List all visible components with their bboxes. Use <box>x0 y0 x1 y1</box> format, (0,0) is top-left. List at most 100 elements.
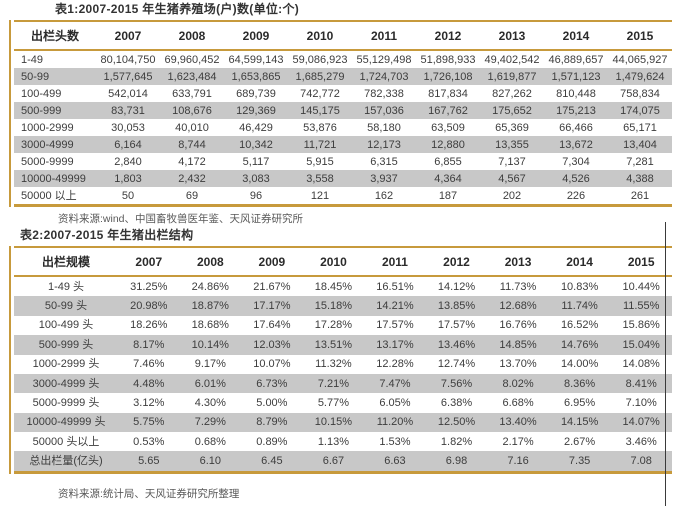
value-cell: 44,065,927 <box>612 53 668 66</box>
value-cell: 7,304 <box>562 155 590 168</box>
value-cell: 1,726,108 <box>416 68 480 85</box>
value-cell: 50 <box>121 189 135 202</box>
year-column-header: 2011 <box>352 21 416 51</box>
value-cell: 5.00% <box>256 396 288 409</box>
value-cell: 6.45 <box>241 451 303 473</box>
value-cell: 6.38% <box>440 396 473 409</box>
value-cell: 742,772 <box>300 87 340 100</box>
table-row: 500-999 83,731 108,676 129,369 145,175 157,03… <box>14 102 672 119</box>
row-label-cell: 500-999 <box>14 102 96 119</box>
row-label-cell: 1000-2999 <box>21 121 74 134</box>
value-cell: 53,876 <box>303 121 337 134</box>
value-cell: 16.52% <box>560 319 599 332</box>
value-cell: 20.98% <box>118 296 180 316</box>
row-label-cell: 50000 以上 <box>21 189 77 202</box>
value-cell: 12,173 <box>352 136 416 153</box>
value-cell: 17.64% <box>253 319 291 332</box>
value-cell: 175,652 <box>480 102 544 119</box>
value-cell: 18.87% <box>179 296 242 316</box>
value-cell: 7.47% <box>364 373 426 394</box>
value-cell: 1,623,484 <box>160 68 224 85</box>
value-cell: 5,915 <box>306 155 334 168</box>
value-cell: 0.53% <box>133 435 165 448</box>
value-cell: 14.21% <box>364 296 426 316</box>
value-cell: 7.46% <box>133 358 165 371</box>
row-label-cell: 10000-49999 <box>14 170 96 187</box>
value-cell: 2,840 <box>114 155 142 168</box>
value-cell: 11.73% <box>499 280 537 293</box>
year-column-header: 2011 <box>364 247 426 277</box>
value-cell: 13,404 <box>608 136 672 153</box>
value-cell: 3.46% <box>625 435 657 448</box>
value-cell: 1.13% <box>317 435 350 448</box>
row-label-cell: 1-49 <box>21 53 44 66</box>
value-cell: 13.51% <box>302 335 365 355</box>
value-cell: 5.65 <box>118 451 180 473</box>
value-cell: 12.68% <box>487 296 549 316</box>
value-cell: 49,402,542 <box>484 53 540 66</box>
value-cell: 14.15% <box>548 412 611 432</box>
table1-source: 资料来源:wind、中国畜牧兽医年鉴、天风证券研究所 <box>58 213 304 225</box>
value-cell: 6.01% <box>179 373 242 394</box>
value-cell: 6.95% <box>564 396 596 409</box>
value-cell: 12,880 <box>416 136 480 153</box>
table1-farm-counts: 出栏头数 2007 2008 2009 2010 2011 2012 2013 2014 2015… <box>14 20 672 207</box>
value-cell: 542,014 <box>108 87 148 100</box>
scale-column-header: 出栏规模 <box>14 247 118 277</box>
value-cell: 7,281 <box>626 155 654 168</box>
value-cell: 51,898,933 <box>420 53 476 66</box>
row-label-cell: 50-99 头 <box>14 296 118 316</box>
value-cell: 13.70% <box>499 358 537 371</box>
value-cell: 7.10% <box>625 396 657 409</box>
value-cell: 8.41% <box>610 373 672 394</box>
value-cell: 12.28% <box>376 358 414 371</box>
header-row: 出栏规模 2007 2008 2009 2010 2011 2012 2013 2014 2015 <box>14 247 672 277</box>
value-cell: 80,104,750 <box>100 53 156 66</box>
year-column-header: 2012 <box>425 247 488 277</box>
value-cell: 13.46% <box>425 335 488 355</box>
value-cell: 69,960,452 <box>164 53 220 66</box>
value-cell: 13,355 <box>480 136 544 153</box>
value-cell: 226 <box>566 189 586 202</box>
table-row: 50000 以上 50 69 96 121 162 187 202 226 261 <box>14 187 672 206</box>
value-cell: 4,388 <box>608 170 672 187</box>
value-cell: 261 <box>630 189 650 202</box>
value-cell: 17.57% <box>437 319 476 332</box>
table-row: 50000 头以上 0.53% 0.68% 0.89% 1.13% 1.53% 1.82% 2… <box>14 432 672 451</box>
year-column-header: 2015 <box>610 247 672 277</box>
value-cell: 14.85% <box>487 335 549 355</box>
value-cell: 6,315 <box>370 155 398 168</box>
value-cell: 7.21% <box>302 373 365 394</box>
value-cell: 4,567 <box>480 170 544 187</box>
value-cell: 187 <box>438 189 458 202</box>
value-cell: 1,653,865 <box>224 68 288 85</box>
value-cell: 59,086,923 <box>292 53 348 66</box>
year-column-header: 2014 <box>544 21 608 51</box>
value-cell: 24.86% <box>191 280 229 293</box>
value-cell: 12.03% <box>241 335 303 355</box>
value-cell: 14.00% <box>560 358 599 371</box>
value-cell: 14.07% <box>610 412 672 432</box>
year-column-header: 2015 <box>608 21 672 51</box>
value-cell: 6,164 <box>96 136 160 153</box>
table-row: 1-49 头 31.25% 24.86% 21.67% 18.45% 16.51% 14.1… <box>14 276 672 296</box>
value-cell: 13,672 <box>544 136 608 153</box>
row-label-cell: 50000 头以上 <box>32 435 100 448</box>
row-label-cell: 500-999 头 <box>14 335 118 355</box>
value-cell: 10.07% <box>253 358 291 371</box>
value-cell: 13.85% <box>425 296 488 316</box>
value-cell: 18.26% <box>130 319 168 332</box>
table-row: 100-499 头 18.26% 18.68% 17.64% 17.28% 17.57% 1… <box>14 316 672 335</box>
value-cell: 3,083 <box>224 170 288 187</box>
scale-column-header: 出栏头数 <box>14 21 96 51</box>
value-cell: 17.57% <box>376 319 414 332</box>
table1-wrap: 出栏头数 2007 2008 2009 2010 2011 2012 2013 2014 2015… <box>9 20 672 207</box>
value-cell: 8.36% <box>548 373 611 394</box>
page-edge-line <box>665 222 666 506</box>
value-cell: 0.89% <box>256 435 288 448</box>
table-row: 总出栏量(亿头) 5.65 6.10 6.45 6.67 6.63 6.98 7.16 7.35… <box>14 451 672 473</box>
value-cell: 8,744 <box>160 136 224 153</box>
value-cell: 8.17% <box>118 335 180 355</box>
value-cell: 689,739 <box>236 87 276 100</box>
row-label-cell: 1-49 头 <box>47 280 85 293</box>
